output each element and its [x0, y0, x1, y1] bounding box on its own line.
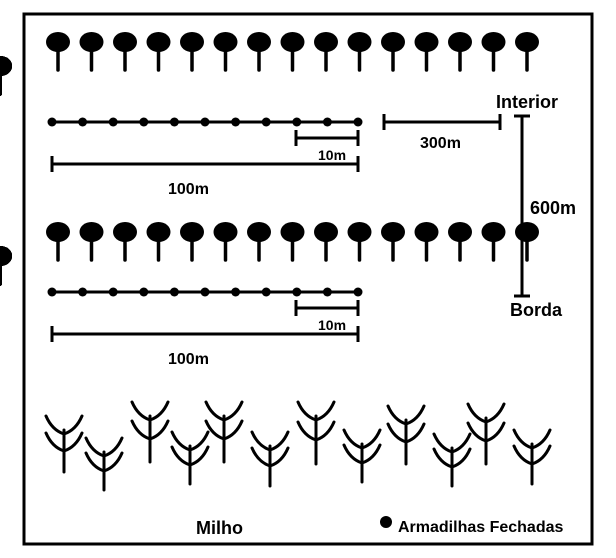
- tree-head: [247, 32, 271, 52]
- tree-head: [415, 32, 439, 52]
- tree-head: [448, 32, 472, 52]
- label-100m-bot: 100m: [168, 351, 209, 368]
- label-600m: 600m: [530, 198, 576, 218]
- trap-dot: [292, 118, 301, 127]
- trap-dot: [109, 118, 118, 127]
- tree-head: [381, 32, 405, 52]
- trap-dot: [323, 118, 332, 127]
- trap-dot: [323, 288, 332, 297]
- tree-head: [46, 32, 70, 52]
- tree-head: [247, 222, 271, 242]
- trap-dot: [201, 288, 210, 297]
- tree-head: [482, 222, 506, 242]
- tree-head: [80, 32, 104, 52]
- label-milho: Milho: [196, 518, 243, 538]
- trap-dot: [354, 288, 363, 297]
- tree-head: [515, 32, 539, 52]
- trap-dot: [262, 118, 271, 127]
- tree-head: [415, 222, 439, 242]
- tree-head: [281, 222, 305, 242]
- trap-dot: [48, 118, 57, 127]
- trap-dot: [262, 288, 271, 297]
- trap-dot: [292, 288, 301, 297]
- trap-dot: [109, 288, 118, 297]
- trap-dot: [231, 118, 240, 127]
- trap-dot: [170, 118, 179, 127]
- label-legend: Armadilhas Fechadas: [398, 519, 564, 536]
- label-10m-top: 10m: [318, 147, 346, 163]
- tree-head: [180, 32, 204, 52]
- tree-head: [314, 222, 338, 242]
- trap-dot: [48, 288, 57, 297]
- tree-head: [147, 32, 171, 52]
- diagram-frame: Interior Borda 600m 300m 10m 100m 10m 100m Milho…: [0, 0, 616, 558]
- trap-dot: [201, 118, 210, 127]
- tree-head: [482, 32, 506, 52]
- trap-dot: [354, 118, 363, 127]
- label-interior: Interior: [496, 92, 558, 112]
- trap-dot: [231, 288, 240, 297]
- trap-dot: [139, 288, 148, 297]
- trap-dot: [170, 288, 179, 297]
- tree-head: [314, 32, 338, 52]
- tree-head: [214, 32, 238, 52]
- tree-head: [348, 222, 372, 242]
- tree-head: [147, 222, 171, 242]
- legend-dot-icon: [380, 516, 392, 528]
- tree-head: [515, 222, 539, 242]
- trap-dot: [78, 118, 87, 127]
- trap-dot: [139, 118, 148, 127]
- tree-head: [113, 222, 137, 242]
- tree-head: [80, 222, 104, 242]
- tree-head: [448, 222, 472, 242]
- label-10m-bot: 10m: [318, 317, 346, 333]
- trap-dot: [78, 288, 87, 297]
- tree-head: [281, 32, 305, 52]
- diagram-svg: Interior Borda 600m 300m 10m 100m 10m 100m Milho…: [0, 0, 616, 558]
- tree-head: [113, 32, 137, 52]
- tree-head: [348, 32, 372, 52]
- tree-head: [180, 222, 204, 242]
- tree-head: [381, 222, 405, 242]
- label-borda: Borda: [510, 300, 563, 320]
- label-100m-top: 100m: [168, 181, 209, 198]
- tree-head: [214, 222, 238, 242]
- label-300m: 300m: [420, 135, 461, 152]
- tree-head: [46, 222, 70, 242]
